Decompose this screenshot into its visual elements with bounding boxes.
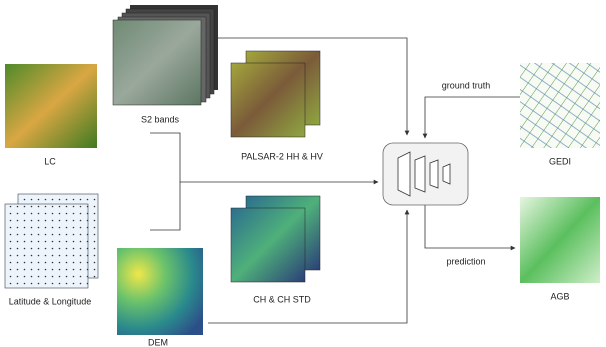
node-label: CH & CH STD <box>253 294 311 304</box>
node-label: LC <box>44 156 56 166</box>
dem-image <box>117 248 203 335</box>
diagram: LC S2 bands PALSAR-2 HH & HV ground trut… <box>0 0 606 347</box>
gedi-image <box>520 63 600 148</box>
lc-image <box>5 64 97 148</box>
model-block <box>383 143 468 205</box>
edge-label: prediction <box>446 256 485 266</box>
node-label: GEDI <box>549 156 571 166</box>
node-label: DEM <box>148 337 168 347</box>
palsar-stack <box>231 51 320 137</box>
connector <box>425 205 515 248</box>
edge-label: ground truth <box>442 80 491 90</box>
latlon-stack <box>5 194 98 288</box>
node-label: S2 bands <box>141 114 180 124</box>
connector <box>150 133 180 230</box>
node-label: AGB <box>550 291 569 301</box>
agb-image <box>520 197 600 283</box>
s2-stack <box>113 5 218 105</box>
node-label: PALSAR-2 HH & HV <box>241 151 323 161</box>
connector <box>425 97 520 138</box>
ch-stack <box>231 196 320 282</box>
node-label: Latitude & Longitude <box>9 296 92 306</box>
